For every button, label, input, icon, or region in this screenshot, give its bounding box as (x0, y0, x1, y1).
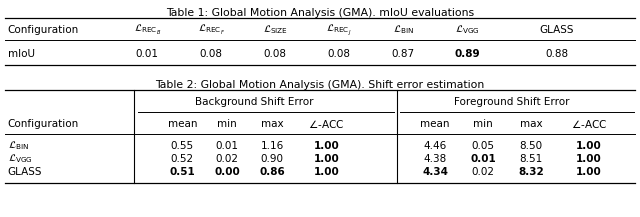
Text: 0.86: 0.86 (259, 167, 285, 177)
Text: 0.01: 0.01 (470, 154, 496, 164)
Text: 0.08: 0.08 (264, 49, 287, 59)
Text: 0.88: 0.88 (545, 49, 568, 59)
Text: 0.01: 0.01 (216, 141, 239, 151)
Text: $\mathcal{L}_{\mathrm{SIZE}}$: $\mathcal{L}_{\mathrm{SIZE}}$ (262, 24, 288, 36)
Text: 1.16: 1.16 (260, 141, 284, 151)
Text: GLASS: GLASS (8, 167, 42, 177)
Text: 8.50: 8.50 (520, 141, 543, 151)
Text: Configuration: Configuration (8, 119, 79, 129)
Text: 4.34: 4.34 (422, 167, 448, 177)
Text: $\angle$-ACC: $\angle$-ACC (571, 118, 607, 130)
Text: max: max (520, 119, 543, 129)
Text: max: max (260, 119, 284, 129)
Text: 0.00: 0.00 (214, 167, 240, 177)
Text: 1.00: 1.00 (576, 167, 602, 177)
Text: $\mathcal{L}_{\mathrm{REC}_F}$: $\mathcal{L}_{\mathrm{REC}_F}$ (198, 23, 225, 37)
Text: 0.90: 0.90 (260, 154, 284, 164)
Text: 1.00: 1.00 (314, 167, 339, 177)
Text: Background Shift Error: Background Shift Error (195, 97, 314, 107)
Text: 0.08: 0.08 (328, 49, 351, 59)
Text: 4.38: 4.38 (424, 154, 447, 164)
Text: 8.32: 8.32 (518, 167, 544, 177)
Text: 0.55: 0.55 (171, 141, 194, 151)
Text: 0.51: 0.51 (170, 167, 195, 177)
Text: $\angle$-ACC: $\angle$-ACC (308, 118, 344, 130)
Text: 1.00: 1.00 (576, 154, 602, 164)
Text: 1.00: 1.00 (576, 141, 602, 151)
Text: GLASS: GLASS (540, 25, 574, 35)
Text: Table 2: Global Motion Analysis (GMA). Shift error estimation: Table 2: Global Motion Analysis (GMA). S… (156, 80, 484, 90)
Text: $\mathcal{L}_{\mathrm{VGG}}$: $\mathcal{L}_{\mathrm{VGG}}$ (8, 153, 33, 165)
Text: 1.00: 1.00 (314, 154, 339, 164)
Text: 0.05: 0.05 (472, 141, 495, 151)
Text: Configuration: Configuration (8, 25, 79, 35)
Text: min: min (474, 119, 493, 129)
Text: mean: mean (420, 119, 450, 129)
Text: min: min (218, 119, 237, 129)
Text: $\mathcal{L}_{\mathrm{REC}_J}$: $\mathcal{L}_{\mathrm{REC}_J}$ (326, 23, 352, 38)
Text: Foreground Shift Error: Foreground Shift Error (454, 97, 570, 107)
Text: mean: mean (168, 119, 197, 129)
Text: 0.02: 0.02 (216, 154, 239, 164)
Text: 0.52: 0.52 (171, 154, 194, 164)
Text: 0.08: 0.08 (200, 49, 223, 59)
Text: 4.46: 4.46 (424, 141, 447, 151)
Text: 0.01: 0.01 (136, 49, 159, 59)
Text: 8.51: 8.51 (520, 154, 543, 164)
Text: Table 1: Global Motion Analysis (GMA). mIoU evaluations: Table 1: Global Motion Analysis (GMA). m… (166, 8, 474, 18)
Text: 0.89: 0.89 (454, 49, 480, 59)
Text: mIoU: mIoU (8, 49, 35, 59)
Text: $\mathcal{L}_{\mathrm{REC}_B}$: $\mathcal{L}_{\mathrm{REC}_B}$ (134, 23, 161, 37)
Text: 0.87: 0.87 (392, 49, 415, 59)
Text: 0.02: 0.02 (472, 167, 495, 177)
Text: $\mathcal{L}_{\mathrm{BIN}}$: $\mathcal{L}_{\mathrm{BIN}}$ (392, 24, 414, 36)
Text: $\mathcal{L}_{\mathrm{VGG}}$: $\mathcal{L}_{\mathrm{VGG}}$ (455, 24, 479, 36)
Text: 1.00: 1.00 (314, 141, 339, 151)
Text: $\mathcal{L}_{\mathrm{BIN}}$: $\mathcal{L}_{\mathrm{BIN}}$ (8, 140, 29, 152)
